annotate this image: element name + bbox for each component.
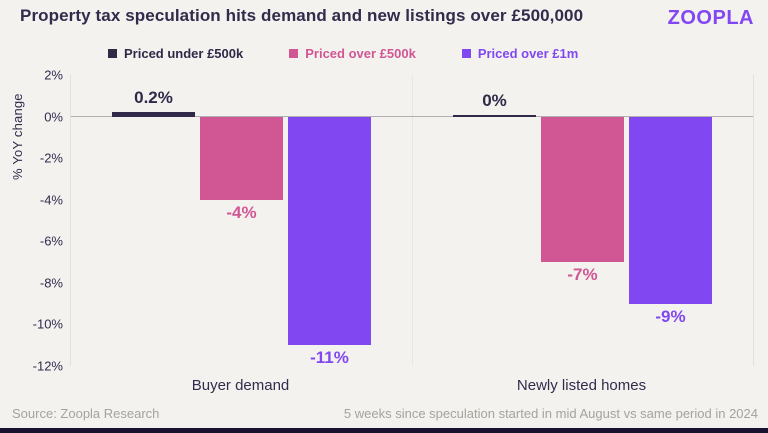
zoopla-logo: ZOOPLA — [667, 7, 754, 29]
bar-value-label: -7% — [567, 265, 598, 285]
legend-swatch-icon — [108, 49, 117, 58]
chart-plot-area: 0.2% -4% -11% 0% -7% -9% — [70, 75, 754, 368]
y-tick-label: -8% — [39, 275, 63, 291]
legend-item-1: Priced over £500k — [289, 46, 416, 61]
footer-note: 5 weeks since speculation started in mid… — [343, 406, 758, 421]
bar-buyer-demand-0 — [112, 112, 195, 117]
legend-item-label: Priced over £1m — [477, 46, 579, 61]
y-tick-label: -2% — [39, 150, 63, 166]
zero-baseline — [71, 116, 753, 118]
category-label: Newly listed homes — [516, 377, 647, 394]
y-tick-label: -10% — [32, 316, 63, 332]
footer-source: Source: Zoopla Research — [12, 406, 160, 421]
bottom-accent-strip — [0, 428, 768, 433]
bar-value-label: -9% — [655, 306, 686, 326]
category-label: Buyer demand — [191, 377, 290, 394]
bar-buyer-demand-2 — [288, 116, 371, 346]
legend: Priced under £500k Priced over £500k Price… — [108, 46, 578, 61]
y-tick-label: -12% — [32, 358, 63, 374]
legend-swatch-icon — [461, 49, 471, 58]
legend-item-label: Priced over £500k — [305, 46, 416, 61]
legend-item-0: Priced under £500k — [108, 46, 243, 61]
bar-value-label: 0.2% — [134, 88, 173, 108]
bar-value-label: 0% — [482, 90, 507, 110]
legend-item-label: Priced under £500k — [124, 46, 244, 61]
bar-buyer-demand-1 — [200, 116, 283, 200]
bar-newly-listed-homes-2 — [629, 116, 712, 304]
y-axis-ticks: 2% 0% -2% -4% -6% -8% -10% -12% — [0, 68, 63, 374]
y-tick-label: -4% — [39, 192, 63, 208]
y-tick-label: 2% — [44, 67, 63, 83]
bar-value-label: -4% — [226, 202, 257, 222]
legend-swatch-icon — [289, 49, 299, 58]
page-title: Property tax speculation hits demand and… — [20, 6, 584, 25]
legend-item-2: Priced over £1m — [461, 46, 579, 61]
bar-newly-listed-homes-0 — [453, 114, 536, 117]
bar-newly-listed-homes-1 — [541, 116, 624, 263]
panel-divider-line — [411, 75, 413, 366]
bar-value-label: -11% — [310, 348, 349, 368]
y-tick-label: 0% — [44, 109, 63, 125]
y-tick-label: -6% — [39, 233, 63, 249]
